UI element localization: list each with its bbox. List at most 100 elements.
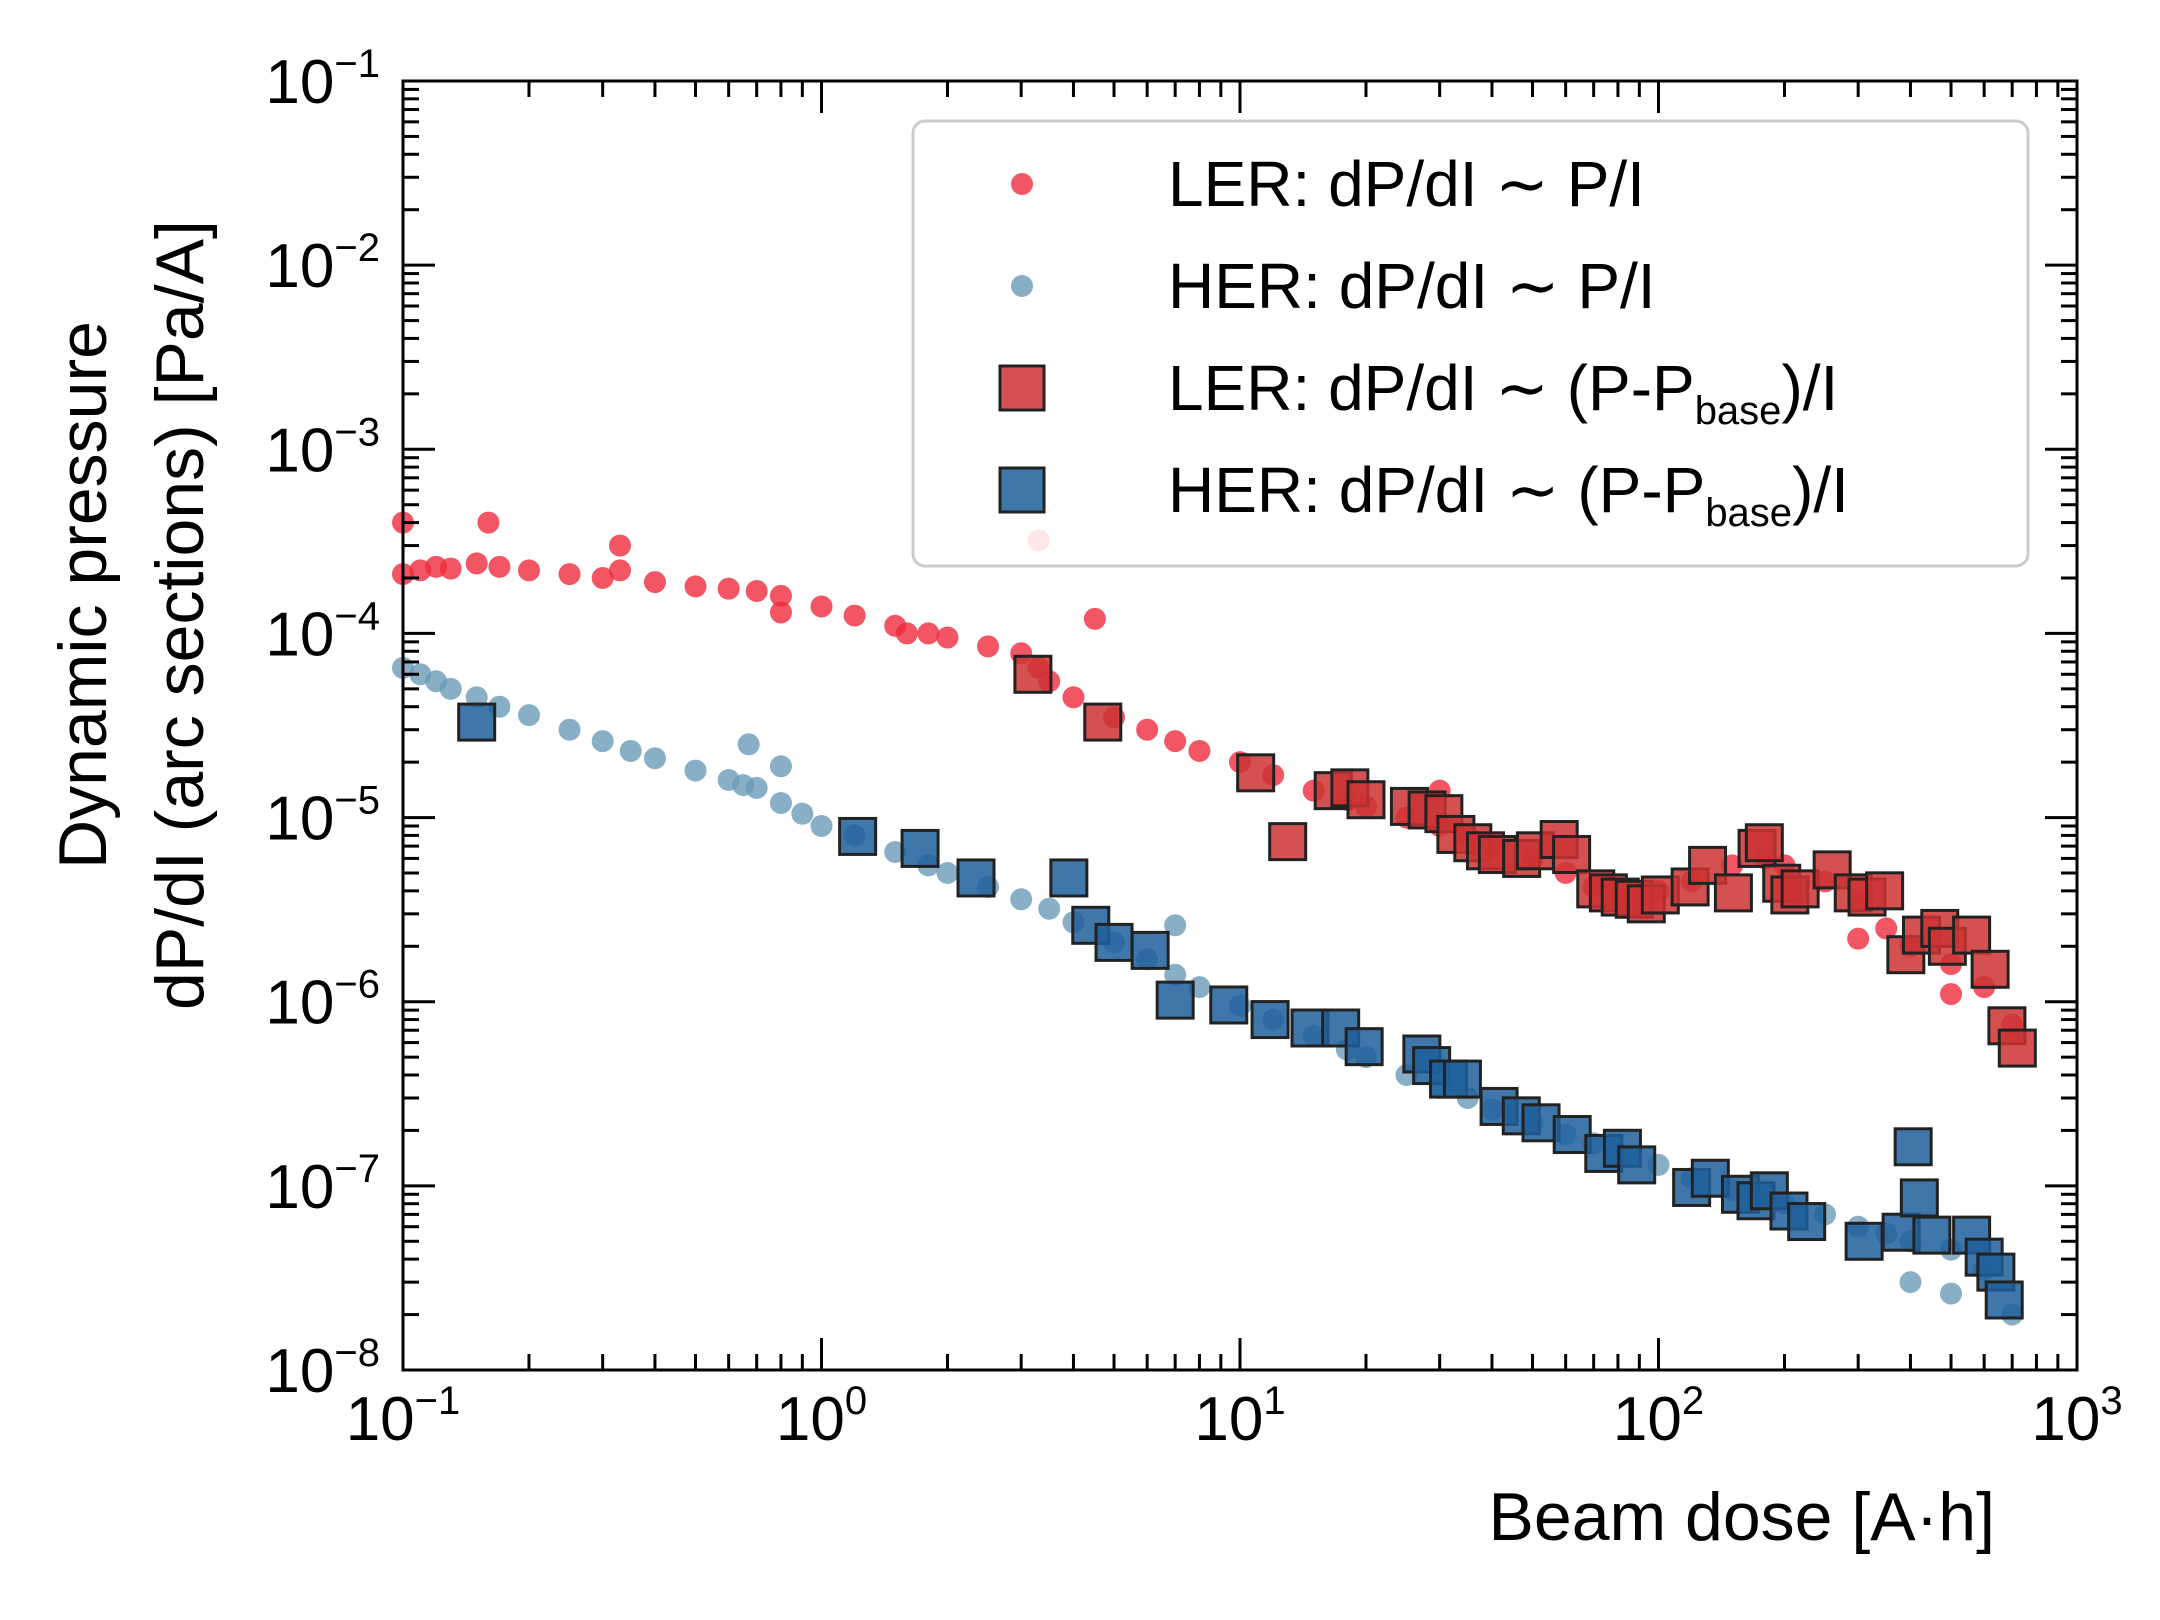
data-point-square: [1899, 1178, 1939, 1218]
data-point-square: [1970, 949, 2010, 989]
data-point-square: [1865, 871, 1905, 911]
data-point-square: [1049, 858, 1089, 898]
data-point-square: [1094, 922, 1134, 962]
data-point-circle: [1164, 963, 1187, 986]
data-point-square: [1209, 985, 1249, 1025]
data-point-square: [1780, 869, 1820, 909]
data-point-square: [1997, 1028, 2037, 1068]
data-point-circle: [745, 776, 768, 799]
data-point-circle: [1875, 917, 1898, 940]
data-point-circle: [1038, 897, 1061, 920]
y-axis-label-line1: Dynamic pressure: [45, 321, 121, 869]
data-point-circle: [608, 534, 631, 557]
data-point-square: [1083, 702, 1123, 742]
data-point-square: [1984, 1280, 2024, 1320]
legend-marker-circle: [1011, 173, 1033, 195]
data-point-circle: [1940, 983, 1963, 1006]
data-point-square: [1713, 873, 1753, 913]
data-point-circle: [936, 862, 959, 885]
data-point-square: [1344, 1027, 1384, 1067]
data-point-circle: [643, 571, 666, 594]
data-point-circle: [591, 566, 614, 589]
x-axis-label: Beam dose [A·h]: [1489, 1479, 1995, 1555]
data-point-circle: [439, 557, 462, 580]
data-point-square: [1236, 753, 1276, 793]
legend-label: LER: dP/dI ∼ P/I: [1168, 148, 1645, 220]
series-3: [457, 702, 2024, 1320]
legend-label: HER: dP/dI ∼ P/I: [1168, 250, 1656, 322]
legend-marker-square: [998, 466, 1046, 514]
y-axis-label-line2: dP/dI (arc sections) [Pa/A]: [142, 220, 218, 1010]
data-point-square: [1952, 915, 1992, 955]
x-tick-label: 100: [776, 1379, 867, 1454]
data-point-square: [1013, 654, 1053, 694]
data-point-circle: [1010, 888, 1033, 911]
data-point-circle: [477, 511, 500, 534]
data-point-circle: [917, 622, 940, 645]
data-point-circle: [1899, 1271, 1922, 1294]
data-point-square: [1787, 1202, 1827, 1242]
data-point-square: [1844, 1221, 1884, 1261]
data-point-circle: [1164, 914, 1187, 937]
data-point-circle: [517, 559, 540, 582]
data-point-circle: [1062, 686, 1085, 709]
data-point-square: [900, 828, 940, 868]
data-point-circle: [1083, 607, 1106, 630]
data-point-square: [838, 816, 878, 856]
data-point-square: [457, 702, 497, 742]
data-point-circle: [769, 791, 792, 814]
legend-marker-square: [998, 364, 1046, 412]
data-point-circle: [517, 704, 540, 727]
data-point-circle: [717, 577, 740, 600]
data-point-circle: [1188, 739, 1211, 762]
data-point-circle: [745, 579, 768, 602]
axis-ticks: [401, 79, 2079, 1372]
data-point-circle: [465, 552, 488, 575]
data-point-square: [1912, 1215, 1952, 1255]
data-point-circle: [591, 730, 614, 753]
data-points: [392, 511, 2037, 1326]
data-point-circle: [439, 677, 462, 700]
data-point-circle: [608, 559, 631, 582]
data-point-square: [956, 858, 996, 898]
data-point-square: [1893, 1127, 1933, 1167]
data-point-circle: [810, 814, 833, 837]
data-point-circle: [895, 622, 918, 645]
data-point-circle: [643, 747, 666, 770]
legend-frame: [911, 119, 2030, 568]
data-point-circle: [684, 759, 707, 782]
legend-label: LER: dP/dI ∼ (P-Pbase)/I: [1168, 352, 1838, 433]
data-point-circle: [1136, 718, 1159, 741]
data-point-circle: [936, 626, 959, 649]
legend-marker-circle: [1011, 275, 1033, 297]
data-point-square: [1552, 835, 1592, 875]
data-point-circle: [769, 584, 792, 607]
data-point-circle: [769, 601, 792, 624]
x-tick-labels: 10−1 100 101 102 103: [346, 1379, 2123, 1454]
data-point-square: [1155, 980, 1195, 1020]
data-point-circle: [558, 718, 581, 741]
data-point-circle: [977, 635, 1000, 658]
series-2: [1013, 654, 2037, 1068]
data-point-square: [1744, 823, 1784, 863]
data-point-circle: [843, 604, 866, 627]
data-point-circle: [769, 755, 792, 778]
data-point-square: [1130, 930, 1170, 970]
data-point-circle: [1847, 927, 1870, 950]
data-point-square: [1250, 1000, 1290, 1040]
data-point-circle: [1940, 1282, 1963, 1305]
data-point-circle: [488, 555, 511, 578]
data-point-square: [1268, 822, 1308, 862]
data-point-circle: [791, 802, 814, 825]
data-point-circle: [737, 733, 760, 756]
data-point-circle: [810, 595, 833, 618]
data-point-square: [1346, 780, 1386, 820]
y-tick-label: 10−5: [265, 779, 380, 854]
legend: LER: dP/dI ∼ P/I HER: dP/dI ∼ P/I LER: dP/…: [911, 119, 2030, 568]
data-point-circle: [558, 563, 581, 586]
data-point-circle: [684, 575, 707, 598]
data-point-square: [1617, 1145, 1657, 1185]
data-point-circle: [619, 739, 642, 762]
data-point-square: [1442, 1059, 1482, 1099]
